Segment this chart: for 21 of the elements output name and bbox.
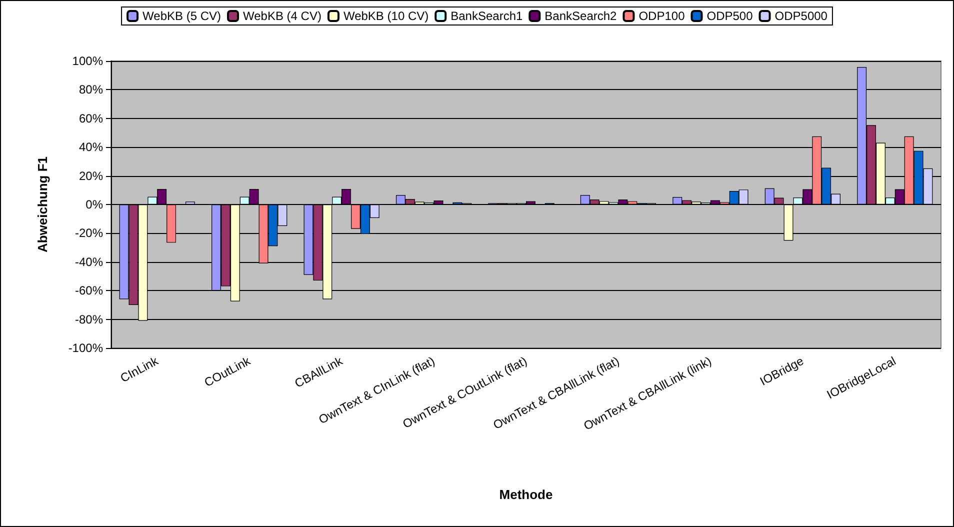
y-tick-label: -100%: [68, 341, 104, 355]
y-tick-label: -80%: [74, 312, 104, 326]
y-tick-label: -40%: [74, 254, 104, 269]
legend-label: WebKB (10 CV): [343, 9, 429, 23]
y-tick-label: 20%: [78, 168, 104, 183]
y-tick-label: -60%: [74, 284, 104, 298]
x-axis-title: Methode: [499, 487, 553, 502]
legend-label: BankSearch2: [544, 9, 618, 23]
legend-label: ODP100: [638, 9, 686, 23]
legend-label: BankSearch1: [450, 9, 523, 23]
y-tick-label: 80%: [78, 82, 104, 97]
legend-label: WebKB (4 CV): [243, 9, 322, 23]
legend-label: WebKB (5 CV): [142, 9, 222, 23]
legend-label: ODP5000: [774, 9, 828, 23]
legend-label: ODP500: [706, 9, 754, 23]
y-tick-label: -20%: [74, 226, 104, 240]
y-tick-label: 100%: [72, 54, 104, 68]
y-axis-title: Abweichung F1: [35, 156, 50, 253]
y-tick-label: 40%: [78, 140, 104, 154]
y-tick-label: 60%: [78, 111, 104, 126]
y-tick-label: 0%: [86, 198, 104, 212]
